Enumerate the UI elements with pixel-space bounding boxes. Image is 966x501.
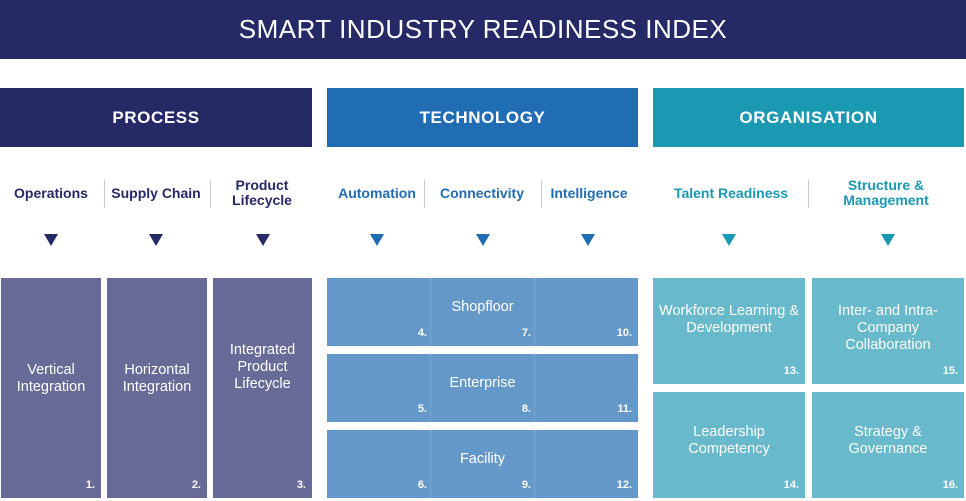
dimension-label: Facility (459, 450, 506, 467)
cell-divider (534, 430, 535, 498)
dimension-integrated-product-lifecycle: Integrated Product Lifecycle 3. (213, 278, 312, 498)
dimension-number: 7. (521, 327, 531, 339)
dimension-number: 10. (616, 327, 632, 339)
dimension-number: 2. (191, 479, 201, 491)
building-block-intelligence: Intelligence (550, 184, 628, 201)
cell-divider (430, 354, 431, 422)
dimension-inter-intra-company-collaboration: Inter- and Intra-Company Collaboration 1… (812, 278, 964, 384)
dimension-workforce-learning: Workforce Learning & Development 13. (653, 278, 805, 384)
dimension-label: Enterprise (449, 374, 516, 391)
dimension-number: 14. (783, 479, 799, 491)
dimension-leadership-competency: Leadership Competency 14. (653, 392, 805, 498)
building-block-automation: Automation (338, 184, 416, 201)
arrow-down-icon (581, 234, 595, 246)
cell-divider (430, 430, 431, 498)
arrow-down-icon (256, 234, 270, 246)
cell-divider (534, 278, 535, 346)
dimension-label: Integrated Product Lifecycle (229, 341, 296, 392)
dimension-number: 16. (942, 479, 958, 491)
dimension-horizontal-integration: Horizontal Integration 2. (107, 278, 207, 498)
dimension-number: 3. (296, 479, 306, 491)
dimension-number: 12. (616, 479, 632, 491)
cell-divider (534, 354, 535, 422)
index-title: SMART INDUSTRY READINESS INDEX (0, 0, 966, 59)
pillar-header-organisation: ORGANISATION (653, 88, 964, 147)
arrow-down-icon (44, 234, 58, 246)
dimension-label: Inter- and Intra-Company Collaboration (838, 302, 938, 353)
dimension-row-shopfloor: Shopfloor 4. 7. 10. (327, 278, 638, 346)
dimension-number: 8. (521, 403, 531, 415)
divider (210, 180, 211, 208)
cell-divider (430, 278, 431, 346)
dimension-number: 13. (783, 365, 799, 377)
building-block-operations: Operations (14, 184, 88, 201)
arrow-down-icon (149, 234, 163, 246)
dimension-number: 4. (417, 327, 427, 339)
dimension-label: Horizontal Integration (122, 362, 192, 395)
dimension-strategy-governance: Strategy & Governance 16. (812, 392, 964, 498)
dimension-label: Strategy & Governance (848, 424, 928, 457)
building-block-connectivity: Connectivity (439, 184, 524, 201)
building-block-talent-readiness: Talent Readiness (673, 184, 789, 201)
dimension-vertical-integration: Vertical Integration 1. (1, 278, 101, 498)
arrow-down-icon (476, 234, 490, 246)
divider (808, 180, 809, 208)
arrow-down-icon (370, 234, 384, 246)
dimension-row-enterprise: Enterprise 5. 8. 11. (327, 354, 638, 422)
dimension-number: 11. (617, 403, 632, 415)
arrow-down-icon (722, 234, 736, 246)
dimension-label: Vertical Integration (16, 362, 86, 395)
building-block-product-lifecycle: Product Lifecycle (232, 177, 292, 208)
dimension-number: 1. (85, 479, 95, 491)
divider (424, 180, 425, 208)
dimension-label: Workforce Learning & Development (659, 303, 799, 336)
building-block-supply-chain: Supply Chain (111, 184, 201, 201)
dimension-row-facility: Facility 6. 9. 12. (327, 430, 638, 498)
divider (104, 180, 105, 208)
dimension-label: Shopfloor (451, 298, 514, 315)
arrow-down-icon (881, 234, 895, 246)
dimension-number: 15. (942, 365, 958, 377)
dimension-number: 5. (417, 403, 427, 415)
divider (541, 180, 542, 208)
building-block-structure-management: Structure & Management (843, 177, 929, 208)
dimension-label: Leadership Competency (688, 424, 770, 457)
dimension-number: 9. (521, 479, 531, 491)
pillar-header-technology: TECHNOLOGY (327, 88, 638, 147)
dimension-number: 6. (417, 479, 427, 491)
pillar-header-process: PROCESS (0, 88, 312, 147)
